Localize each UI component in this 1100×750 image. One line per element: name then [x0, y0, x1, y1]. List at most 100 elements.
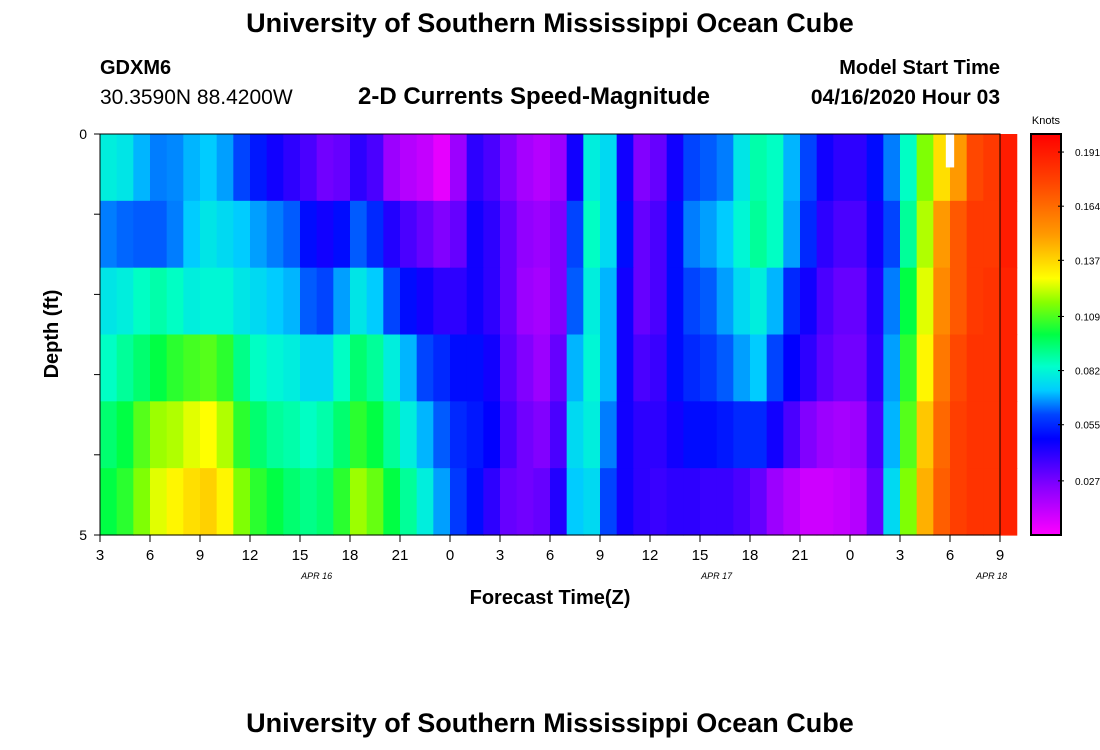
- heatmap-cell: [250, 468, 268, 536]
- heatmap-cell: [800, 134, 818, 202]
- heatmap-cell: [833, 134, 851, 202]
- heatmap-cell: [683, 134, 701, 202]
- heatmap-cell: [316, 200, 334, 269]
- heatmap-cell: [466, 200, 484, 269]
- heatmap-cell: [666, 401, 684, 469]
- heatmap-cell: [500, 200, 518, 269]
- x-tick-label: 3: [896, 547, 904, 564]
- heatmap-cell: [983, 401, 1001, 469]
- x-tick-label: 3: [96, 547, 104, 564]
- x-tick-label: 0: [846, 547, 854, 564]
- heatmap-cell: [150, 468, 168, 536]
- heatmap-cell: [616, 200, 634, 269]
- x-tick-label: 6: [946, 547, 954, 564]
- heatmap-cell: [983, 267, 1001, 336]
- colorbar-tick-label: 0.027: [1075, 477, 1100, 488]
- heatmap-cell: [666, 134, 684, 202]
- x-tick-label: 18: [742, 547, 759, 564]
- heatmap-cell: [500, 401, 518, 469]
- heatmap-cell: [450, 200, 468, 269]
- x-tick-label: 9: [996, 547, 1004, 564]
- heatmap-cell: [383, 134, 401, 202]
- heatmap-cell: [466, 267, 484, 336]
- heatmap-cell: [966, 200, 984, 269]
- y-axis-label: Depth (ft): [41, 290, 63, 379]
- heatmap-cell: [416, 200, 434, 269]
- colorbar: [1030, 133, 1062, 536]
- heatmap-cell: [333, 134, 351, 202]
- heatmap-cell: [683, 468, 701, 536]
- y-tick-label: 5: [79, 527, 87, 543]
- heatmap-cell: [500, 134, 518, 202]
- heatmap-cell: [600, 267, 618, 336]
- heatmap-cell: [283, 200, 301, 269]
- heatmap-cell: [300, 334, 318, 402]
- heatmap-cell: [950, 134, 968, 202]
- heatmap-cell: [383, 334, 401, 402]
- heatmap-cell: [600, 401, 618, 469]
- x-date-label: APR 17: [700, 571, 733, 581]
- heatmap-cell: [316, 134, 334, 202]
- heatmap-cell: [366, 401, 384, 469]
- heatmap-cell: [333, 200, 351, 269]
- heatmap-cell: [133, 334, 151, 402]
- heatmap-cell: [150, 200, 168, 269]
- heatmap-cell: [300, 468, 318, 536]
- heatmap-cell: [250, 267, 268, 336]
- heatmap-cell: [800, 200, 818, 269]
- heatmap-cell: [900, 468, 918, 536]
- heatmap-cell: [966, 334, 984, 402]
- heatmap-cell: [400, 468, 418, 536]
- heatmap-cell: [516, 468, 534, 536]
- heatmap-cell: [200, 267, 218, 336]
- heatmap-cell: [683, 267, 701, 336]
- heatmap-cell: [950, 401, 968, 469]
- x-tick-label: 9: [196, 547, 204, 564]
- heatmap-cell: [183, 134, 201, 202]
- heatmap-cell: [750, 468, 768, 536]
- heatmap-cell: [616, 134, 634, 202]
- heatmap-cell: [416, 134, 434, 202]
- heatmap-cell: [900, 334, 918, 402]
- heatmap-cell: [816, 468, 834, 536]
- x-axis-label: Forecast Time(Z): [470, 587, 631, 609]
- heatmap-cell: [383, 267, 401, 336]
- heatmap-cell: [450, 134, 468, 202]
- heatmap-cell: [850, 468, 868, 536]
- heatmap-cell: [666, 334, 684, 402]
- heatmap-cell: [116, 267, 134, 336]
- heatmap-cell: [100, 267, 118, 336]
- heatmap-cell: [483, 267, 501, 336]
- heatmap-cell: [1000, 468, 1018, 536]
- heatmap-cell: [466, 334, 484, 402]
- heatmap-cell: [633, 401, 651, 469]
- heatmap-cell: [833, 401, 851, 469]
- heatmap-cell: [333, 334, 351, 402]
- heatmap-cell: [500, 267, 518, 336]
- heatmap-cell: [433, 134, 451, 202]
- colorbar-tick-label: 0.055: [1075, 421, 1100, 432]
- heatmap-cell: [733, 200, 751, 269]
- heatmap-cell: [400, 267, 418, 336]
- heatmap-cell: [316, 401, 334, 469]
- heatmap-cell: [283, 334, 301, 402]
- heatmap-cell: [833, 267, 851, 336]
- heatmap-cell: [850, 134, 868, 202]
- heatmap-cell: [233, 200, 251, 269]
- heatmap-cell: [750, 267, 768, 336]
- heatmap-cell: [783, 468, 801, 536]
- heatmap-cell: [750, 200, 768, 269]
- heatmap-cell: [466, 401, 484, 469]
- heatmap-cell: [200, 468, 218, 536]
- heatmap-cell: [533, 200, 551, 269]
- heatmap-cell: [900, 401, 918, 469]
- heatmap-cell: [166, 134, 184, 202]
- heatmap-cell: [716, 468, 734, 536]
- heatmap-cell: [266, 267, 284, 336]
- heatmap-cell: [616, 468, 634, 536]
- heatmap-cell: [500, 468, 518, 536]
- heatmap-cell: [900, 134, 918, 202]
- heatmap-cell: [533, 267, 551, 336]
- heatmap-cell: [450, 468, 468, 536]
- heatmap-cell: [183, 468, 201, 536]
